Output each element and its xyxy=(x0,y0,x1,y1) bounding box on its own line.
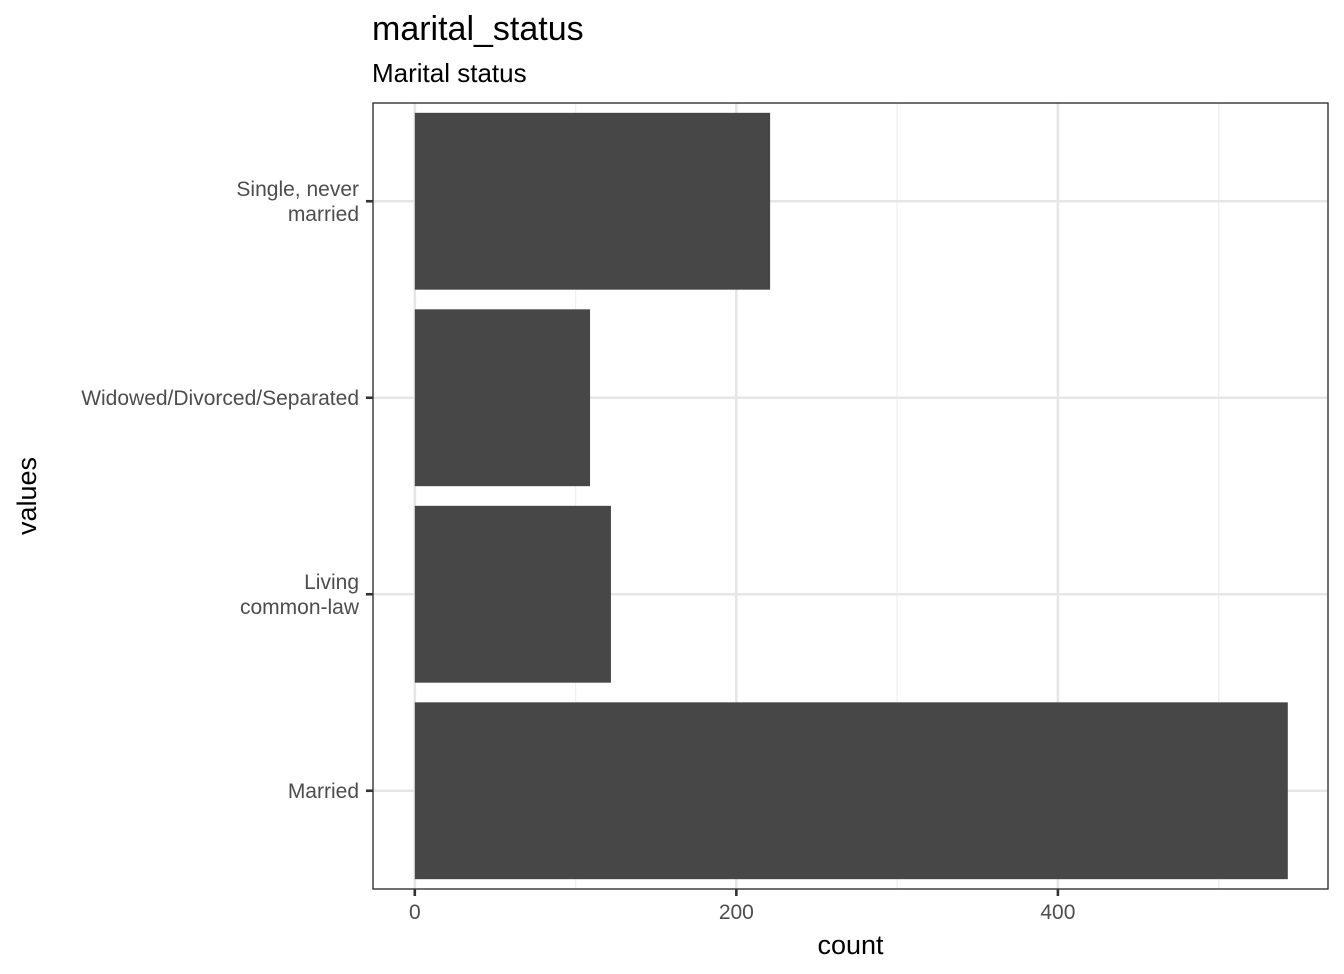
plot-border xyxy=(372,102,1329,890)
bar xyxy=(414,112,771,290)
chart-subtitle: Marital status xyxy=(372,58,527,88)
x-axis-title: count xyxy=(817,930,884,960)
y-tick-label: Widowed/Divorced/Separated xyxy=(81,387,359,410)
x-tick-label: 200 xyxy=(719,901,754,924)
y-tick-label: Living common-law xyxy=(240,571,360,619)
x-axis-tick-labels: 0 200 400 xyxy=(409,901,1075,924)
y-axis-tick-labels: Married Living common-law Widowed/Divorced/… xyxy=(81,178,360,803)
y-axis-title: values xyxy=(12,457,42,535)
bar xyxy=(414,702,1288,880)
y-tick-label: Single, never married xyxy=(236,178,359,226)
x-tick-label: 0 xyxy=(409,901,421,924)
bars xyxy=(414,112,1288,880)
bar xyxy=(414,505,611,683)
chart-title: marital_status xyxy=(372,10,584,48)
axis-ticks xyxy=(366,199,1060,896)
y-tick-label: Married xyxy=(288,780,359,803)
x-tick-label: 400 xyxy=(1040,901,1075,924)
bar xyxy=(414,309,591,487)
